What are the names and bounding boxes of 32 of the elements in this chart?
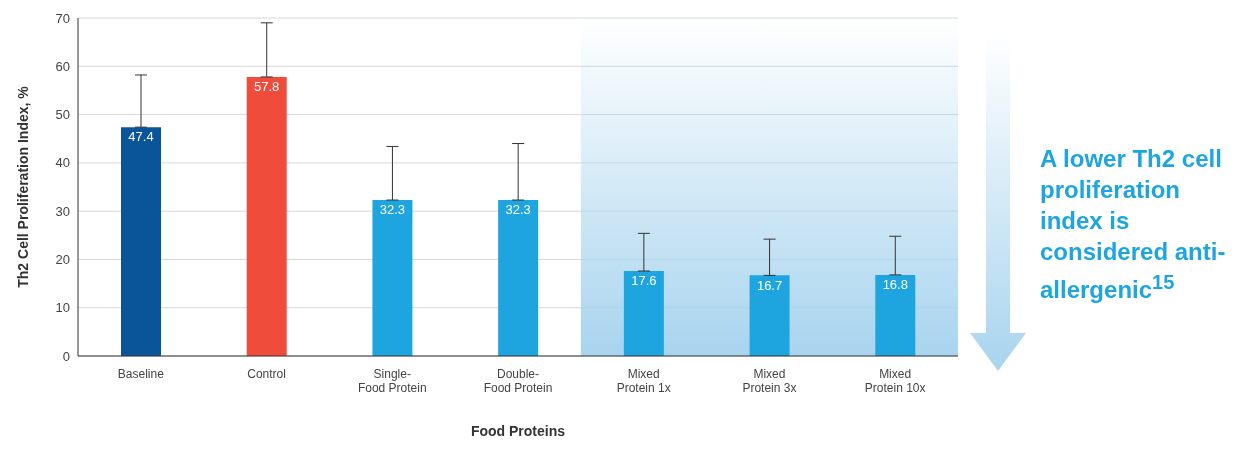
bar <box>875 274 916 356</box>
y-tick-label: 50 <box>55 107 70 123</box>
y-tick-label: 20 <box>55 252 70 268</box>
data-label: 32.3 <box>505 202 531 218</box>
data-label: 57.8 <box>254 79 280 95</box>
y-tick-label: 40 <box>55 155 70 171</box>
bar <box>372 200 413 356</box>
y-tick-label: 0 <box>62 348 70 364</box>
y-tick-label: 30 <box>55 203 70 219</box>
x-tick-label: Double- Food Protein <box>483 367 553 395</box>
bar <box>121 127 161 356</box>
y-axis-title: Th2 Cell Proliferation Index, % <box>14 85 31 288</box>
x-tick-label: Control <box>247 367 286 381</box>
data-label: 47.4 <box>128 129 154 145</box>
x-tick-label: Mixed Protein 3x <box>742 367 797 395</box>
y-tick-label: 60 <box>55 58 70 74</box>
bar <box>623 271 664 356</box>
bar <box>498 200 539 356</box>
x-tick-label: Single- Food Protein <box>357 367 427 395</box>
x-tick-label: Mixed Protein 1x <box>616 367 671 395</box>
y-tick-label: 10 <box>55 300 70 316</box>
data-label: 16.8 <box>882 277 908 293</box>
data-label: 16.7 <box>756 277 783 293</box>
bar <box>749 275 790 356</box>
y-tick-label: 70 <box>55 10 70 26</box>
data-label: 32.3 <box>379 202 406 218</box>
x-tick-label: Baseline <box>117 367 165 381</box>
text: A lower Th2 cell proliferation index is considered anti-allergenic$^{15}$ <box>1040 145 1226 303</box>
bar <box>246 76 287 356</box>
data-label: 17.6 <box>631 273 657 289</box>
x-tick-label: Mixed Protein 10x <box>864 367 926 395</box>
x-axis-title: Food Proteins <box>470 423 566 439</box>
